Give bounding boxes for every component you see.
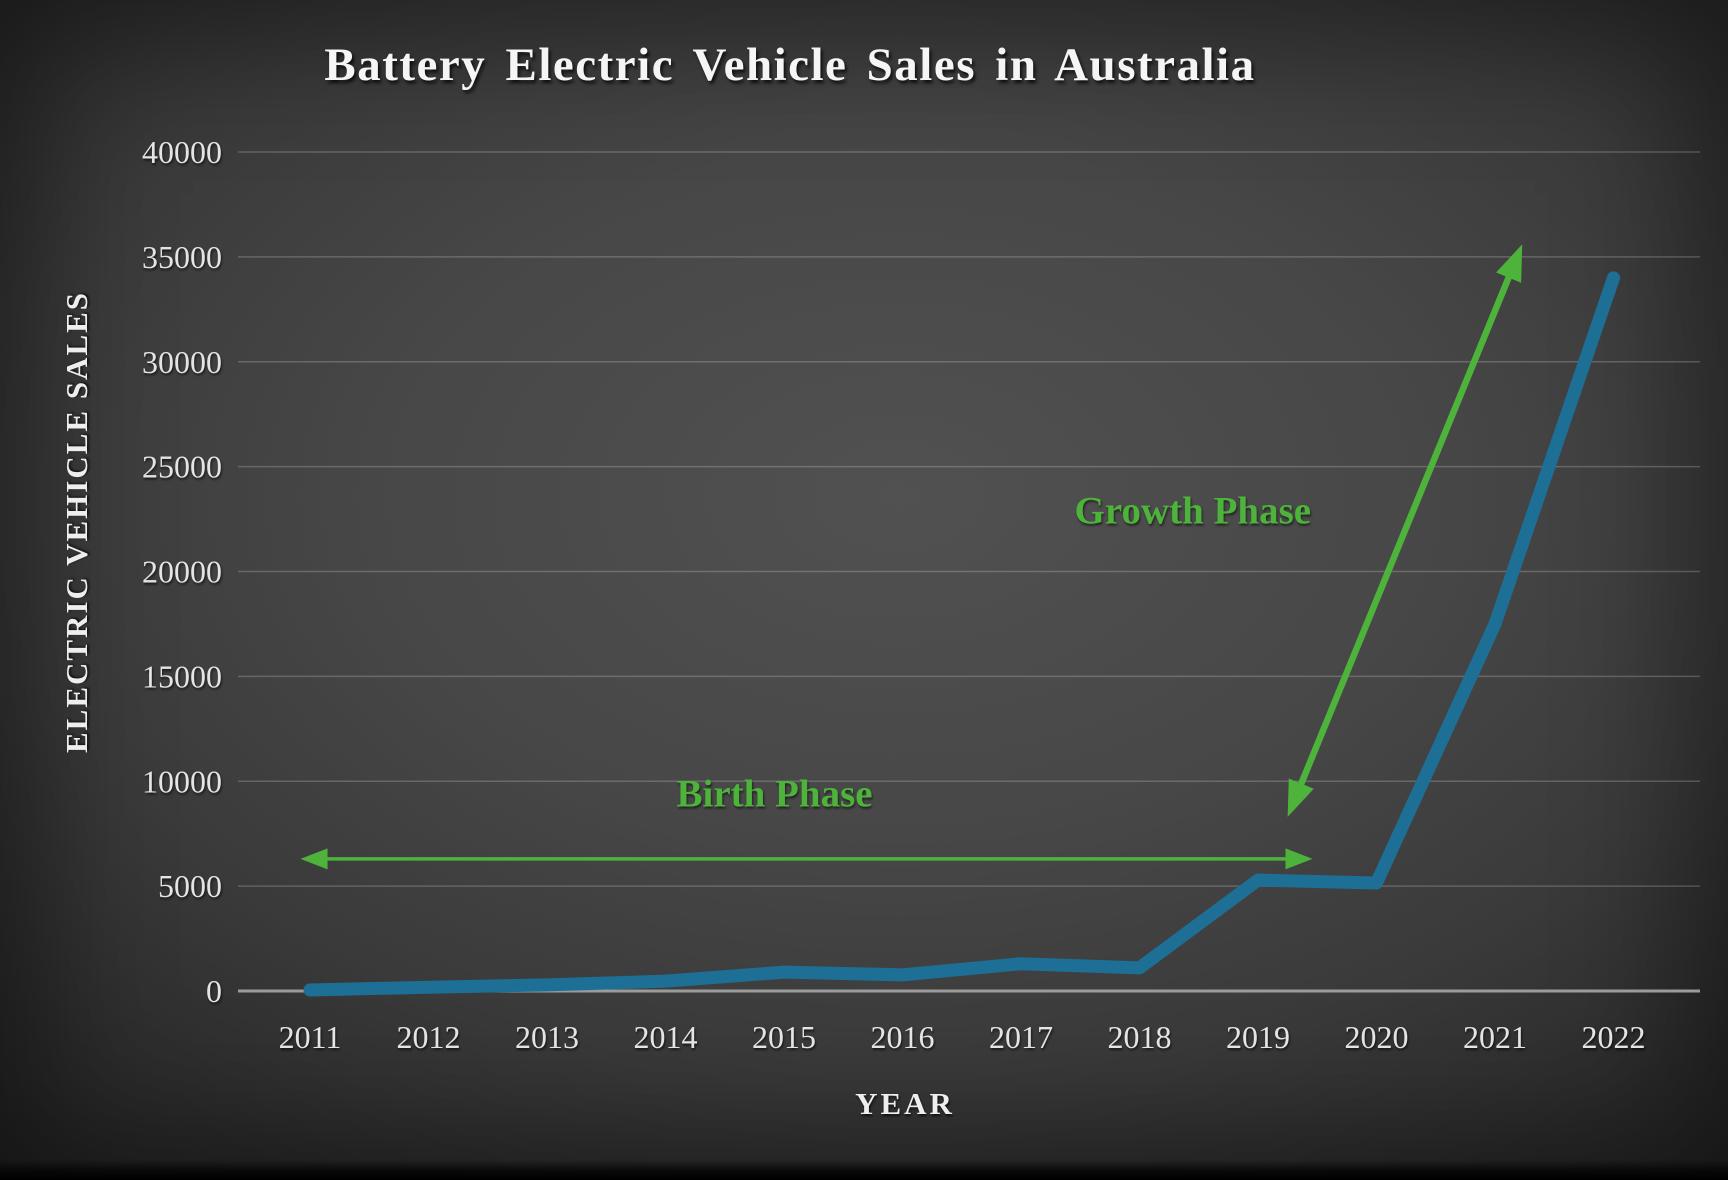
x-tick-label: 2022 <box>1582 1019 1646 1055</box>
x-tick-label: 2016 <box>871 1019 935 1055</box>
ev-sales-data-line <box>303 271 1620 997</box>
x-tick-label: 2021 <box>1463 1019 1527 1055</box>
y-tick-label: 20000 <box>142 554 222 590</box>
x-tick-label: 2018 <box>1108 1019 1172 1055</box>
x-tick-label: 2013 <box>515 1019 579 1055</box>
growth-phase-arrowhead <box>1496 244 1523 283</box>
y-axis-title: ELECTRIC VEHICLE SALES <box>59 290 94 754</box>
x-tick-label: 2015 <box>752 1019 816 1055</box>
x-tick-label: 2020 <box>1345 1019 1409 1055</box>
y-tick-label: 25000 <box>142 449 222 485</box>
x-tick-label: 2019 <box>1226 1019 1290 1055</box>
growth-phase-arrow-shaft <box>1296 271 1514 790</box>
birth-phase-arrowhead <box>1285 848 1313 870</box>
growth-phase-label: Growth Phase <box>1074 489 1312 533</box>
x-axis-title: YEAR <box>855 1086 955 1121</box>
x-tick-label: 2011 <box>279 1019 342 1055</box>
x-tick-label: 2017 <box>989 1019 1053 1055</box>
x-tick-label: 2012 <box>397 1019 461 1055</box>
birth-phase-label: Birth Phase <box>676 772 873 816</box>
birth-phase-arrowhead <box>300 848 328 870</box>
growth-phase-arrowhead <box>1287 778 1314 817</box>
x-tick-label: 2014 <box>634 1019 698 1055</box>
y-tick-label: 35000 <box>142 239 222 275</box>
chart-title: Battery Electric Vehicle Sales in Austra… <box>324 39 1256 91</box>
y-tick-label: 40000 <box>142 134 222 170</box>
y-tick-label: 15000 <box>142 658 222 694</box>
y-tick-label: 0 <box>206 973 222 1009</box>
y-tick-label: 30000 <box>142 344 222 380</box>
y-tick-label: 5000 <box>158 868 222 904</box>
y-tick-label: 10000 <box>142 763 222 799</box>
